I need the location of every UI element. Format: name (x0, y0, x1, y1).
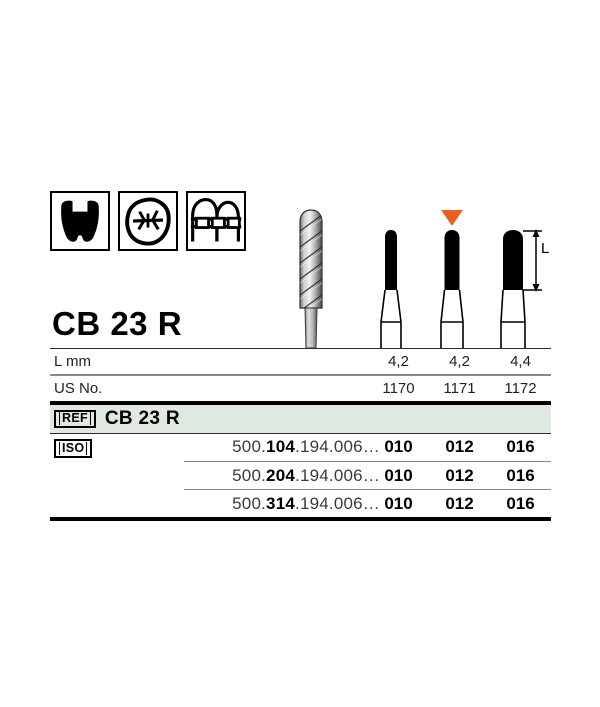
page-title: CB 23 R (52, 305, 183, 342)
ref-badge-label: REF (59, 411, 91, 425)
row-values-us-number: 1170 1171 1172 (368, 376, 551, 401)
tooth-crown-preparation-icon (50, 191, 110, 251)
cell-length-012: 4,2 (449, 353, 470, 371)
table-top-rule (50, 348, 551, 350)
iso-prefix: 500. (232, 465, 267, 485)
size-cell: 010 (384, 493, 413, 513)
cell-usno-016: 1172 (504, 379, 537, 397)
iso-sizes-204: 010 012 016 (368, 466, 551, 486)
row-label-length: L mm (54, 353, 91, 371)
cell-length-016: 4,4 (510, 353, 531, 371)
ref-band-bottom-rule (50, 432, 551, 434)
size-cell: 012 (445, 437, 474, 457)
iso-sizes-314: 010 012 016 (368, 494, 551, 514)
ref-value: CB 23 R (104, 407, 180, 429)
table-row: L mm 4,2 4,2 4,4 (50, 349, 551, 374)
bur-silhouette-012 (417, 225, 487, 348)
size-cell: 016 (506, 465, 535, 485)
iso-sizes-104: 010 012 016 (368, 437, 551, 457)
row-separator (50, 374, 551, 376)
iso-code-204: 500.204.194.006… (184, 466, 380, 486)
iso-code-314: 500.314.194.006… (184, 494, 380, 514)
iso-shank: 104 (266, 437, 296, 457)
iso-shank: 314 (266, 493, 296, 513)
bur-silhouette-010 (356, 225, 426, 348)
iso-code-104: 500.104.194.006… (184, 437, 380, 457)
ref-band: REF CB 23 R (50, 404, 551, 433)
iso-suffix: .194.006… (295, 465, 380, 485)
molar-occlusal-fissure-icon (118, 191, 178, 251)
row-values-length: 4,2 4,2 4,4 (368, 349, 551, 374)
ref-band-top-rule (50, 400, 551, 405)
iso-prefix: 500. (232, 437, 267, 457)
size-cell: 010 (384, 437, 413, 457)
iso-code-block: ISO 500.104.194.006… 010 012 016 500.204… (50, 434, 551, 517)
specification-table: L mm 4,2 4,2 4,4 US No. 1170 1171 1172 R… (50, 348, 551, 522)
iso-shank: 204 (266, 465, 296, 485)
iso-prefix: 500. (232, 493, 267, 513)
size-cell: 010 (384, 465, 413, 485)
cell-length-010: 4,2 (388, 353, 409, 371)
selected-size-marker-icon (441, 210, 463, 226)
cell-usno-012: 1171 (443, 379, 476, 397)
carbide-bur-detail-illustration (288, 200, 334, 348)
row-label-us-number: US No. (54, 379, 103, 397)
iso-badge: ISO (54, 438, 93, 458)
table-row: 500.314.194.006… 010 012 016 (50, 490, 551, 517)
size-cell: 016 (506, 493, 535, 513)
size-cell: 016 (506, 437, 535, 457)
table-row: US No. 1170 1171 1172 (50, 376, 551, 401)
iso-badge-label: ISO (59, 441, 88, 455)
bur-silhouette-016 (478, 225, 548, 348)
length-dimension-label: L (541, 240, 550, 257)
size-cell: 012 (445, 465, 474, 485)
iso-suffix: .194.006… (295, 437, 380, 457)
cell-usno-010: 1170 (382, 379, 415, 397)
size-cell: 012 (445, 493, 474, 513)
table-bottom-rule (50, 517, 551, 522)
table-row: 500.104.194.006… 010 012 016 (50, 434, 551, 461)
ref-badge: REF (54, 409, 96, 428)
pictogram-row (50, 191, 246, 251)
iso-suffix: .194.006… (295, 493, 380, 513)
table-row: 500.204.194.006… 010 012 016 (50, 462, 551, 489)
orthodontic-brackets-icon (186, 191, 246, 251)
row-separator (184, 460, 551, 463)
row-separator (184, 489, 551, 491)
